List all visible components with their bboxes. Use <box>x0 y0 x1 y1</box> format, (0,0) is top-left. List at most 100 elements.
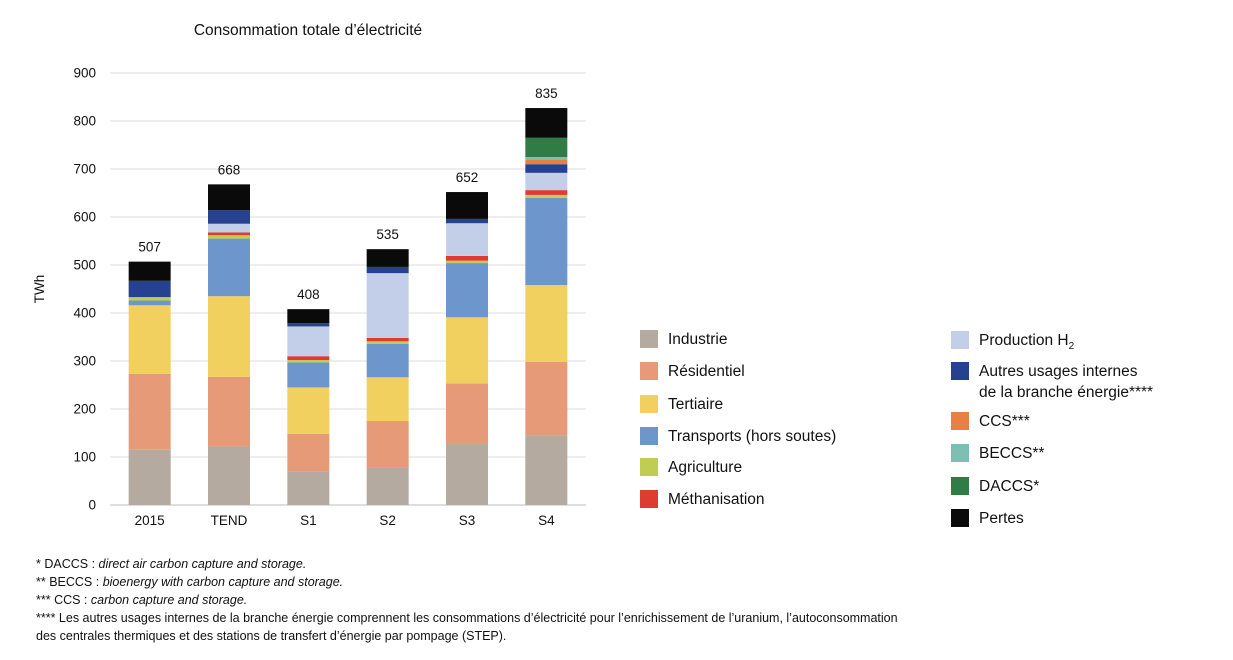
x-tick-label: S4 <box>538 513 555 528</box>
bar-segment <box>366 337 409 342</box>
chart-title: Consommation totale d’électricité <box>194 22 422 39</box>
bar-segment <box>366 341 409 344</box>
stacked-bar-chart: Consommation totale d’électricité TWh 0 1… <box>32 22 586 528</box>
legend-swatch <box>640 395 658 413</box>
bar-segment <box>287 360 330 363</box>
legend-swatch <box>951 477 969 495</box>
bar-segment <box>208 235 250 239</box>
legend-swatch <box>640 362 658 380</box>
legend-item: BECCS** <box>951 443 1044 464</box>
bar-segment <box>446 317 488 384</box>
y-tick-label: 900 <box>73 66 96 81</box>
legend-item: Agriculture <box>640 457 742 478</box>
bar-segment <box>525 172 568 191</box>
x-axis-ticks: 2015 TEND S1 S2 S3 S4 <box>135 513 555 528</box>
y-tick-label: 200 <box>73 402 96 417</box>
x-tick-label: TEND <box>211 513 248 528</box>
bar-segment <box>446 192 488 219</box>
x-tick-label: S1 <box>300 513 317 528</box>
y-tick-label: 300 <box>73 354 96 369</box>
legend-label: Pertes <box>979 510 1024 527</box>
legend-label: Autres usages internes de la branche éner… <box>979 363 1154 401</box>
bar-total-labels: 507 668 408 535 652 835 <box>138 86 557 302</box>
legend-swatch <box>951 412 969 430</box>
legend-label: Industrie <box>668 331 728 348</box>
legend-swatch <box>951 331 969 349</box>
bar-segment <box>208 210 250 224</box>
legend-item: Industrie <box>640 329 727 350</box>
x-tick-label: 2015 <box>135 513 165 528</box>
bar-segment <box>446 263 488 318</box>
bar-segment <box>287 326 330 357</box>
legend-item: Tertiaire <box>640 394 723 415</box>
y-tick-label: 800 <box>73 114 96 129</box>
legend-item: Autres usages internes de la branche éner… <box>951 361 1153 403</box>
bar-segment <box>525 197 568 286</box>
legend-swatch <box>640 427 658 445</box>
legend-label: Résidentiel <box>668 363 745 380</box>
legend-item: Méthanisation <box>640 489 765 510</box>
bar-total-label: 668 <box>218 162 241 177</box>
bar-segment <box>208 376 250 447</box>
x-tick-label: S2 <box>379 513 396 528</box>
legend-swatch <box>951 362 969 380</box>
legend-label: Transports (hors soutes) <box>668 428 837 445</box>
bar-segment <box>525 190 568 195</box>
legend-label: Méthanisation <box>668 491 765 508</box>
bar-segment <box>287 387 330 434</box>
x-tick-label: S3 <box>459 513 476 528</box>
legend-swatch <box>951 444 969 462</box>
bar-segment <box>525 108 568 138</box>
legend-swatch <box>640 490 658 508</box>
bar-segment <box>208 232 250 236</box>
legend-item: Résidentiel <box>640 361 745 382</box>
y-tick-label: 400 <box>73 306 96 321</box>
bar-segment <box>287 323 330 327</box>
legend-label: Tertiaire <box>668 396 724 413</box>
legend-item: Transports (hors soutes) <box>640 426 836 447</box>
y-axis-label: TWh <box>32 275 47 304</box>
bar-segment <box>446 218 488 224</box>
bar-segment <box>208 296 250 377</box>
bar-segment <box>525 435 568 505</box>
bar-segment <box>366 377 409 421</box>
footnote-daccs-prefix: * DACCS : <box>36 557 96 571</box>
footnote-other-usages-line2: des centrales thermiques et des stations… <box>36 629 507 643</box>
footnote-ccs-term: carbon capture and storage. <box>90 593 248 607</box>
legend-label: Production H2 <box>979 332 1075 353</box>
legend-item: DACCS* <box>951 476 1039 497</box>
bar-segment <box>446 223 488 256</box>
bar-segment <box>208 223 250 233</box>
footnote-beccs-term: bioenergy with carbon capture and storag… <box>102 575 344 589</box>
bar-segment <box>208 446 250 505</box>
bar-segment <box>366 343 409 378</box>
bar-segment <box>208 184 250 211</box>
legend-label: BECCS** <box>979 445 1045 462</box>
bar-segment <box>525 285 568 362</box>
footnote-ccs: *** CCS : carbon capture and storage. <box>36 591 898 609</box>
legend-swatch <box>640 458 658 476</box>
bar-segment <box>446 383 488 445</box>
y-tick-label: 100 <box>73 450 96 465</box>
footnote-daccs-term: direct air carbon capture and storage. <box>98 557 307 571</box>
legend-label: DACCS* <box>979 478 1040 495</box>
bar-segment <box>446 260 488 264</box>
bar-segment <box>128 449 171 505</box>
bar-segment <box>128 261 171 281</box>
bar-segment <box>128 305 171 374</box>
bar-segment <box>287 471 330 505</box>
bar-total-label: 535 <box>376 227 399 242</box>
y-axis-ticks: 0 100 200 300 400 500 600 700 800 900 <box>73 66 96 513</box>
legend-item: Production H2 <box>951 330 1074 357</box>
bar-segment <box>208 238 250 297</box>
bar-total-label: 652 <box>456 170 479 185</box>
legend-item: Pertes <box>951 508 1024 529</box>
grid-lines <box>110 72 586 506</box>
bar-total-label: 408 <box>297 287 320 302</box>
footnotes: * DACCS : direct air carbon capture and … <box>36 555 898 645</box>
bar-segment <box>525 361 568 436</box>
y-tick-label: 600 <box>73 210 96 225</box>
bar-segment <box>128 280 171 298</box>
bar-segment <box>446 255 488 261</box>
bar-segment <box>366 249 409 267</box>
